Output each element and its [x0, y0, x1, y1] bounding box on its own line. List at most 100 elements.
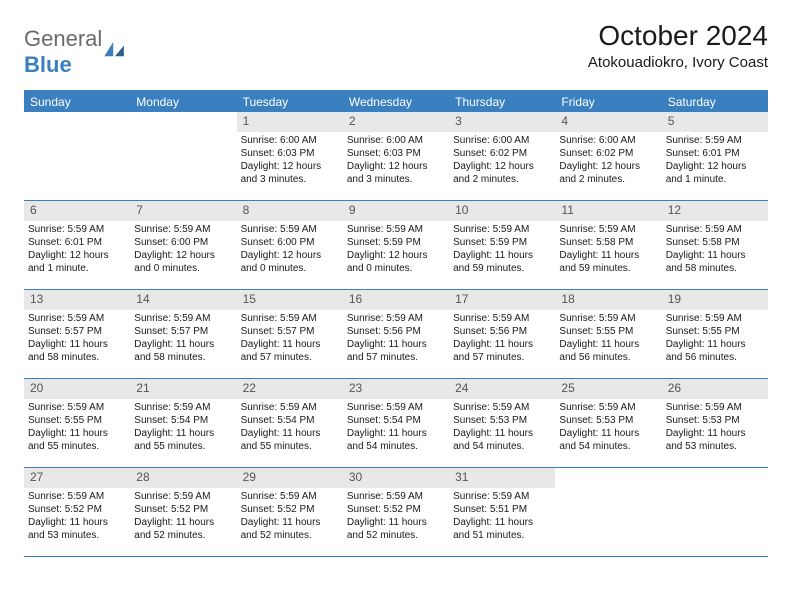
- daylight-text: Daylight: 12 hours and 0 minutes.: [347, 249, 445, 275]
- sunset-text: Sunset: 5:57 PM: [134, 325, 232, 338]
- day-number: 14: [130, 290, 236, 310]
- sunrise-text: Sunrise: 5:59 AM: [134, 490, 232, 503]
- day-cell: 30Sunrise: 5:59 AMSunset: 5:52 PMDayligh…: [343, 468, 449, 556]
- sunrise-text: Sunrise: 5:59 AM: [28, 312, 126, 325]
- day-cell: 15Sunrise: 5:59 AMSunset: 5:57 PMDayligh…: [237, 290, 343, 378]
- day-cell: 11Sunrise: 5:59 AMSunset: 5:58 PMDayligh…: [555, 201, 661, 289]
- sunrise-text: Sunrise: 5:59 AM: [453, 490, 551, 503]
- day-body: Sunrise: 5:59 AMSunset: 6:00 PMDaylight:…: [130, 221, 236, 279]
- sunrise-text: Sunrise: 5:59 AM: [347, 312, 445, 325]
- weekday-header: Saturday: [662, 92, 768, 112]
- day-number: 31: [449, 468, 555, 488]
- sunset-text: Sunset: 5:55 PM: [28, 414, 126, 427]
- sunset-text: Sunset: 5:58 PM: [666, 236, 764, 249]
- day-number: 5: [662, 112, 768, 132]
- day-cell: 19Sunrise: 5:59 AMSunset: 5:55 PMDayligh…: [662, 290, 768, 378]
- week-row: 13Sunrise: 5:59 AMSunset: 5:57 PMDayligh…: [24, 290, 768, 379]
- day-cell: 14Sunrise: 5:59 AMSunset: 5:57 PMDayligh…: [130, 290, 236, 378]
- day-body: Sunrise: 5:59 AMSunset: 5:57 PMDaylight:…: [130, 310, 236, 368]
- sunrise-text: Sunrise: 5:59 AM: [28, 223, 126, 236]
- day-number: 30: [343, 468, 449, 488]
- sunset-text: Sunset: 5:56 PM: [347, 325, 445, 338]
- day-number: [130, 112, 236, 132]
- daylight-text: Daylight: 11 hours and 56 minutes.: [559, 338, 657, 364]
- sunrise-text: Sunrise: 5:59 AM: [241, 223, 339, 236]
- daylight-text: Daylight: 11 hours and 58 minutes.: [134, 338, 232, 364]
- sunset-text: Sunset: 5:52 PM: [134, 503, 232, 516]
- day-body: Sunrise: 5:59 AMSunset: 6:01 PMDaylight:…: [24, 221, 130, 279]
- daylight-text: Daylight: 12 hours and 3 minutes.: [241, 160, 339, 186]
- day-body: Sunrise: 5:59 AMSunset: 5:53 PMDaylight:…: [555, 399, 661, 457]
- daylight-text: Daylight: 11 hours and 56 minutes.: [666, 338, 764, 364]
- weekday-header: Tuesday: [237, 92, 343, 112]
- sunset-text: Sunset: 5:53 PM: [559, 414, 657, 427]
- week-row: 6Sunrise: 5:59 AMSunset: 6:01 PMDaylight…: [24, 201, 768, 290]
- sunrise-text: Sunrise: 5:59 AM: [134, 401, 232, 414]
- day-number: 25: [555, 379, 661, 399]
- day-number: 13: [24, 290, 130, 310]
- sunset-text: Sunset: 5:54 PM: [134, 414, 232, 427]
- daylight-text: Daylight: 12 hours and 2 minutes.: [453, 160, 551, 186]
- day-number: 10: [449, 201, 555, 221]
- day-number: 17: [449, 290, 555, 310]
- daylight-text: Daylight: 11 hours and 52 minutes.: [134, 516, 232, 542]
- day-cell: 28Sunrise: 5:59 AMSunset: 5:52 PMDayligh…: [130, 468, 236, 556]
- daylight-text: Daylight: 11 hours and 55 minutes.: [134, 427, 232, 453]
- sunset-text: Sunset: 5:59 PM: [347, 236, 445, 249]
- month-title: October 2024: [588, 20, 768, 52]
- day-number: 4: [555, 112, 661, 132]
- day-cell: 29Sunrise: 5:59 AMSunset: 5:52 PMDayligh…: [237, 468, 343, 556]
- daylight-text: Daylight: 11 hours and 54 minutes.: [453, 427, 551, 453]
- day-body: Sunrise: 5:59 AMSunset: 5:54 PMDaylight:…: [237, 399, 343, 457]
- day-number: 21: [130, 379, 236, 399]
- sunset-text: Sunset: 6:02 PM: [453, 147, 551, 160]
- day-number: [662, 468, 768, 488]
- day-body: Sunrise: 6:00 AMSunset: 6:03 PMDaylight:…: [237, 132, 343, 190]
- day-cell: [130, 112, 236, 200]
- sunset-text: Sunset: 5:55 PM: [559, 325, 657, 338]
- sunrise-text: Sunrise: 5:59 AM: [347, 490, 445, 503]
- day-number: 23: [343, 379, 449, 399]
- sunrise-text: Sunrise: 5:59 AM: [666, 134, 764, 147]
- calendar: SundayMondayTuesdayWednesdayThursdayFrid…: [24, 90, 768, 557]
- daylight-text: Daylight: 11 hours and 52 minutes.: [241, 516, 339, 542]
- day-number: 16: [343, 290, 449, 310]
- day-number: 24: [449, 379, 555, 399]
- weekday-row: SundayMondayTuesdayWednesdayThursdayFrid…: [24, 92, 768, 112]
- day-body: Sunrise: 5:59 AMSunset: 5:57 PMDaylight:…: [237, 310, 343, 368]
- day-body: Sunrise: 5:59 AMSunset: 5:58 PMDaylight:…: [662, 221, 768, 279]
- day-number: 7: [130, 201, 236, 221]
- day-body: Sunrise: 6:00 AMSunset: 6:02 PMDaylight:…: [449, 132, 555, 190]
- sunrise-text: Sunrise: 5:59 AM: [134, 223, 232, 236]
- daylight-text: Daylight: 11 hours and 59 minutes.: [559, 249, 657, 275]
- day-number: 18: [555, 290, 661, 310]
- day-number: 22: [237, 379, 343, 399]
- weekday-header: Friday: [555, 92, 661, 112]
- sunrise-text: Sunrise: 6:00 AM: [453, 134, 551, 147]
- logo-blue: Blue: [24, 52, 72, 77]
- daylight-text: Daylight: 12 hours and 1 minute.: [28, 249, 126, 275]
- day-cell: 17Sunrise: 5:59 AMSunset: 5:56 PMDayligh…: [449, 290, 555, 378]
- day-cell: 2Sunrise: 6:00 AMSunset: 6:03 PMDaylight…: [343, 112, 449, 200]
- sunset-text: Sunset: 6:00 PM: [241, 236, 339, 249]
- day-body: Sunrise: 5:59 AMSunset: 5:52 PMDaylight:…: [237, 488, 343, 546]
- sunset-text: Sunset: 5:55 PM: [666, 325, 764, 338]
- day-body: Sunrise: 5:59 AMSunset: 5:51 PMDaylight:…: [449, 488, 555, 546]
- sunset-text: Sunset: 6:02 PM: [559, 147, 657, 160]
- day-cell: 13Sunrise: 5:59 AMSunset: 5:57 PMDayligh…: [24, 290, 130, 378]
- sunset-text: Sunset: 5:52 PM: [347, 503, 445, 516]
- day-number: [24, 112, 130, 132]
- day-cell: 10Sunrise: 5:59 AMSunset: 5:59 PMDayligh…: [449, 201, 555, 289]
- daylight-text: Daylight: 11 hours and 54 minutes.: [347, 427, 445, 453]
- day-number: 2: [343, 112, 449, 132]
- sunset-text: Sunset: 5:54 PM: [241, 414, 339, 427]
- day-cell: 20Sunrise: 5:59 AMSunset: 5:55 PMDayligh…: [24, 379, 130, 467]
- header: General Blue October 2024 Atokouadiokro,…: [24, 20, 768, 78]
- sunrise-text: Sunrise: 5:59 AM: [666, 312, 764, 325]
- sunrise-text: Sunrise: 5:59 AM: [453, 223, 551, 236]
- sunset-text: Sunset: 5:54 PM: [347, 414, 445, 427]
- weekday-header: Monday: [130, 92, 236, 112]
- day-body: Sunrise: 5:59 AMSunset: 5:54 PMDaylight:…: [343, 399, 449, 457]
- day-body: Sunrise: 5:59 AMSunset: 5:52 PMDaylight:…: [343, 488, 449, 546]
- weekday-header: Thursday: [449, 92, 555, 112]
